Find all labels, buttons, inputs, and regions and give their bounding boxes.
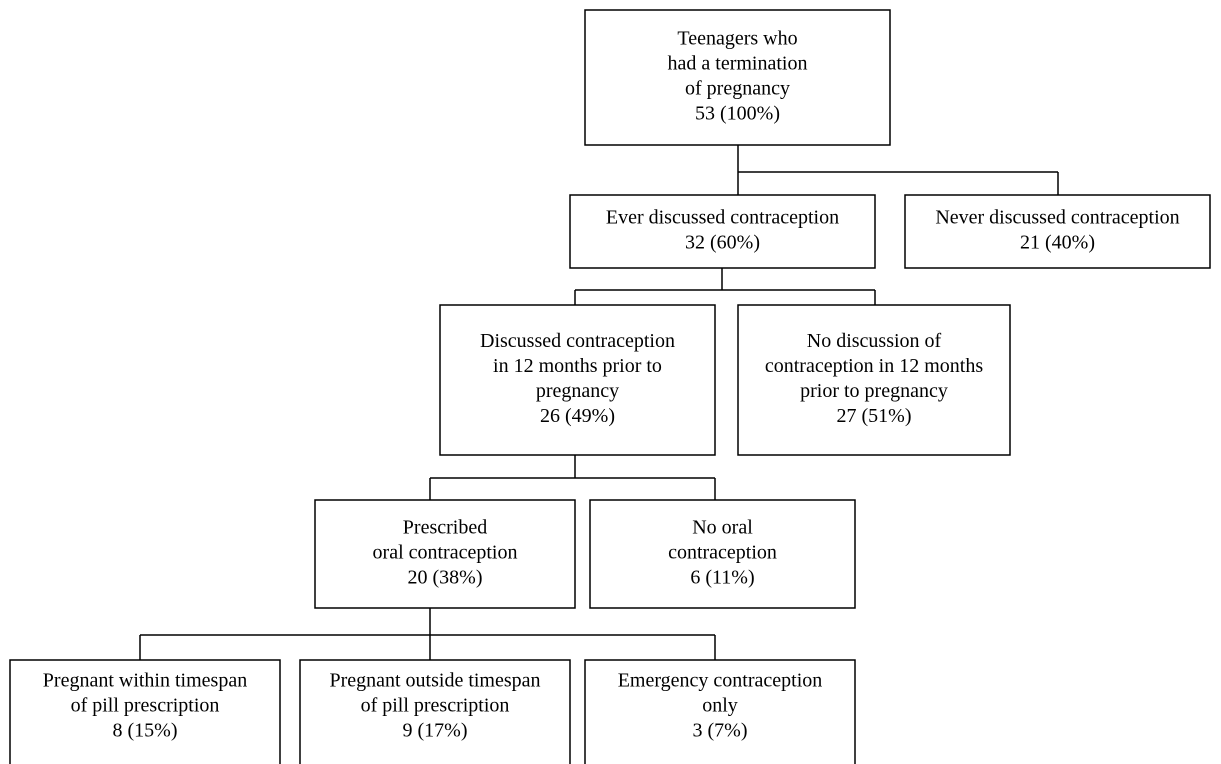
node-label: 3 (7%) [693,720,748,742]
connector [429,455,716,500]
node-label: only [702,695,738,717]
node-label: pregnancy [536,380,619,402]
node-box [904,194,1211,269]
node: No discussion of contraception in 12 mont… [737,304,1011,456]
node-label: Prescribed [403,517,487,539]
node-label: 8 (15%) [113,720,178,742]
node: Pregnant within timespan of pill prescrip… [9,659,281,764]
node-label: Teenagers who [677,28,797,50]
node-label: in 12 months prior to [493,355,662,377]
connector [574,268,876,305]
node-label: Discussed contraception [480,330,675,352]
node-label: 32 (60%) [685,232,760,254]
node: Discussed contraception in 12 months prio… [439,304,716,456]
node-box [584,659,856,764]
node-box [314,499,576,609]
node-label: Pregnant outside timespan [329,670,540,692]
node: Pregnant outside timespan of pill prescri… [299,659,571,764]
node-label: had a termination [668,53,808,75]
node-label: Emergency contraception [618,670,823,692]
node-box [584,9,891,146]
node-box [439,304,716,456]
node-label: Never discussed contraception [935,207,1179,229]
connector [737,145,1059,195]
node: Prescribed oral contraception 20 (38%) [314,499,576,609]
node-label: No discussion of [807,330,942,352]
node-label: 53 (100%) [695,103,780,125]
node-label: contraception in 12 months [765,355,984,377]
connector [139,608,716,660]
node: Never discussed contraception 21 (40%) [904,194,1211,269]
node-label: contraception [668,542,777,564]
node-box [737,304,1011,456]
node-label: oral contraception [373,542,518,564]
node: No oral contraception 6 (11%) [589,499,856,609]
node: Teenagers who had a termination of pregnan… [584,9,891,146]
node-label: 21 (40%) [1020,232,1095,254]
node-box [569,194,876,269]
node-box [9,659,281,764]
connectors [139,145,1059,660]
node-label: 6 (11%) [690,567,754,589]
node-box [299,659,571,764]
node-box [589,499,856,609]
node-label: Pregnant within timespan [43,670,247,692]
node-label: prior to pregnancy [800,380,948,402]
node-label: Ever discussed contraception [606,207,839,229]
node-label: 27 (51%) [837,405,912,427]
node-label: 26 (49%) [540,405,615,427]
node-label: 20 (38%) [408,567,483,589]
node: Ever discussed contraception 32 (60%) [569,194,876,269]
node-label: of pill prescription [71,695,220,717]
node-label: of pregnancy [685,78,790,100]
node: Emergency contraception only 3 (7%) [584,659,856,764]
node-label: No oral [692,517,753,539]
node-label: 9 (17%) [403,720,468,742]
node-label: of pill prescription [361,695,510,717]
